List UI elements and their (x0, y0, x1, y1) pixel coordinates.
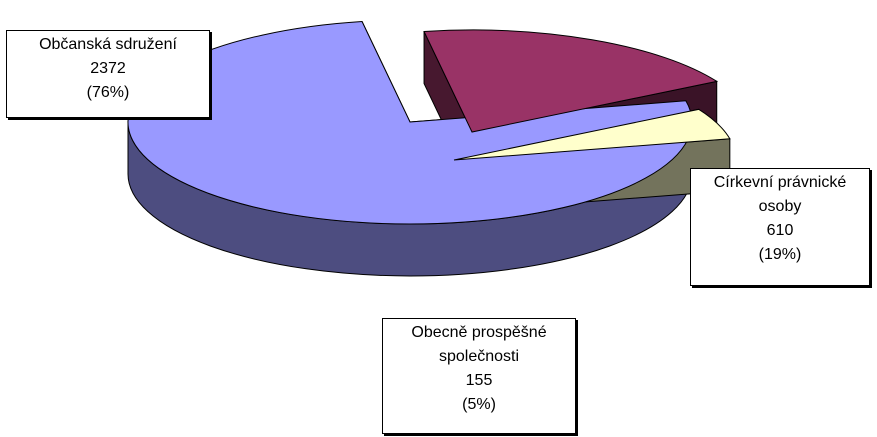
slice-label-cirkevni-pravnicke-osoby: Církevní právnické osoby 610 (19%) (690, 168, 870, 286)
slice-percent: (19%) (758, 246, 802, 263)
slice-label-obecne-prospesne-spolecnosti: Obecně prospěšné společnosti 155 (5%) (382, 318, 576, 434)
slice-value: 2372 (90, 60, 126, 77)
slice-value: 610 (766, 222, 794, 239)
slice-value: 155 (465, 372, 493, 389)
slice-percent: (5%) (462, 396, 496, 413)
slice-top-2 (423, 29, 719, 133)
slice-name: Občanská sdružení (39, 36, 177, 53)
slice-percent: (76%) (86, 84, 130, 101)
slice-name: Církevní právnické osoby (713, 174, 847, 215)
pie-tops (127, 20, 731, 225)
slice-top-3 (453, 108, 731, 161)
slice-name: Obecně prospěšné společnosti (411, 324, 547, 365)
slice-label-obcanska-sdruzeni: Občanská sdružení 2372 (76%) (6, 30, 210, 118)
